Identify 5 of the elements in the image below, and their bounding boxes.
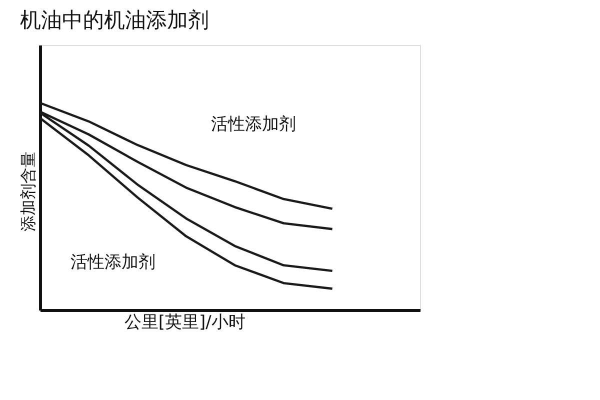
x-axis-title: 公里[英里]/小时 [124,312,246,332]
y-axis-title: 添加剂含量 [18,151,38,232]
annotation: 活性添加剂 [70,252,156,272]
annotation: 活性添加剂 [211,114,296,134]
chart-title: 机油中的机油添加剂 [20,8,209,32]
